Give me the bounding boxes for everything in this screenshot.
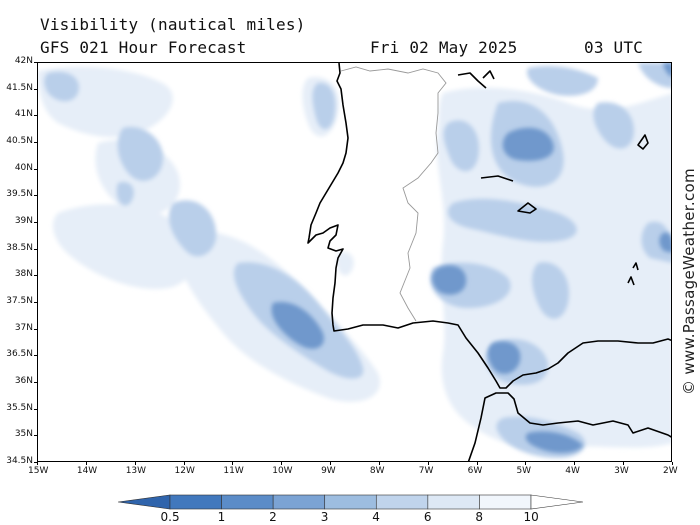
visibility-shading-light — [38, 66, 671, 449]
longitude-label: 4W — [565, 466, 580, 476]
latitude-label: 37.5N — [6, 296, 33, 306]
colorbar-segment — [375, 494, 429, 510]
latitude-tick — [34, 115, 37, 117]
colorbar-segment — [479, 494, 532, 510]
colorbar-segment — [272, 494, 326, 510]
latitude-label: 36.5N — [6, 349, 33, 360]
latitude-label: 35N — [14, 429, 33, 440]
longitude-tick — [330, 462, 332, 465]
latitude-tick — [34, 195, 37, 197]
latitude-tick — [34, 62, 37, 63]
longitude-label: 2W — [663, 466, 678, 476]
colorbar-segment — [530, 494, 583, 510]
valid-date: Fri 02 May 2025 — [370, 38, 518, 57]
latitude-tick — [34, 435, 37, 437]
colorbar-segment — [221, 494, 274, 510]
latitude-label: 38.5N — [6, 242, 33, 253]
latitude-tick — [34, 302, 37, 303]
latitude-label: 36N — [14, 376, 33, 386]
latitude-label: 38N — [14, 269, 33, 280]
latitude-tick — [34, 382, 37, 383]
forecast-label: GFS 021 Hour Forecast — [40, 38, 247, 57]
latitude-label: 42N — [14, 56, 33, 66]
longitude-tick — [427, 462, 429, 465]
longitude-label: 11W — [223, 466, 244, 476]
colorbar-segment — [427, 494, 480, 510]
longitude-label: 6W — [467, 466, 483, 476]
latitude-label: 37N — [14, 322, 33, 333]
colorbar-segment — [118, 494, 171, 510]
visibility-shading-dark — [271, 63, 671, 453]
colorbar-segment — [169, 494, 222, 510]
colorbar-label: 4 — [372, 510, 380, 524]
credit-watermark: © www.PassageWeather.com — [680, 168, 698, 395]
longitude-label: 14W — [76, 466, 98, 476]
latitude-tick — [34, 355, 37, 357]
country-border — [340, 66, 447, 322]
colorbar-label: 6 — [423, 510, 432, 524]
longitude-tick — [623, 462, 625, 465]
longitude-tick — [134, 462, 136, 465]
latitude-label: 39N — [14, 216, 33, 226]
coastline — [307, 63, 671, 461]
map-frame — [37, 62, 672, 462]
map-title: Visibility (nautical miles) — [40, 15, 306, 34]
latitude-label: 35.5N — [6, 402, 33, 413]
longitude-label: 13W — [125, 466, 147, 476]
latitude-label: 40.5N — [6, 136, 33, 146]
longitude-tick — [476, 462, 478, 465]
latitude-label: 41N — [14, 109, 33, 120]
longitude-tick — [574, 462, 576, 465]
colorbar-segment — [324, 494, 377, 510]
colorbar-label: 1 — [217, 510, 226, 524]
longitude-label: 5W — [516, 466, 532, 476]
latitude-tick — [34, 88, 37, 90]
colorbar-label: 0.5 — [160, 510, 180, 524]
colorbar-label: 2 — [269, 510, 277, 524]
latitude-label: 41.5N — [6, 82, 33, 93]
longitude-label: 8W — [369, 466, 385, 476]
longitude-tick — [183, 462, 185, 465]
latitude-tick — [34, 168, 37, 170]
longitude-tick — [37, 462, 38, 465]
longitude-label: 9W — [321, 466, 336, 476]
longitude-tick — [672, 462, 673, 465]
latitude-tick — [34, 142, 37, 143]
longitude-tick — [378, 462, 380, 465]
longitude-label: 15W — [28, 466, 49, 476]
colorbar-label: 10 — [523, 510, 539, 524]
latitude-tick — [34, 408, 37, 410]
colorbar — [118, 494, 583, 510]
colorbar-label: 8 — [475, 510, 484, 524]
latitude-tick — [34, 275, 37, 277]
valid-hour: 03 UTC — [584, 38, 643, 57]
latitude-tick — [34, 328, 37, 330]
latitude-tick — [34, 462, 37, 463]
longitude-tick — [281, 462, 283, 465]
longitude-tick — [85, 462, 87, 465]
visibility-map — [38, 63, 671, 461]
longitude-label: 10W — [272, 466, 293, 476]
latitude-tick — [34, 248, 37, 250]
latitude-label: 39.5N — [6, 189, 33, 200]
longitude-tick — [525, 462, 527, 465]
latitude-label: 34.5N — [6, 456, 33, 466]
longitude-label: 3W — [614, 466, 629, 476]
longitude-tick — [232, 462, 234, 465]
colorbar-label: 3 — [320, 510, 329, 524]
latitude-label: 40N — [14, 162, 33, 173]
latitude-tick — [34, 222, 37, 223]
longitude-label: 12W — [174, 466, 195, 476]
longitude-label: 7W — [418, 466, 434, 476]
